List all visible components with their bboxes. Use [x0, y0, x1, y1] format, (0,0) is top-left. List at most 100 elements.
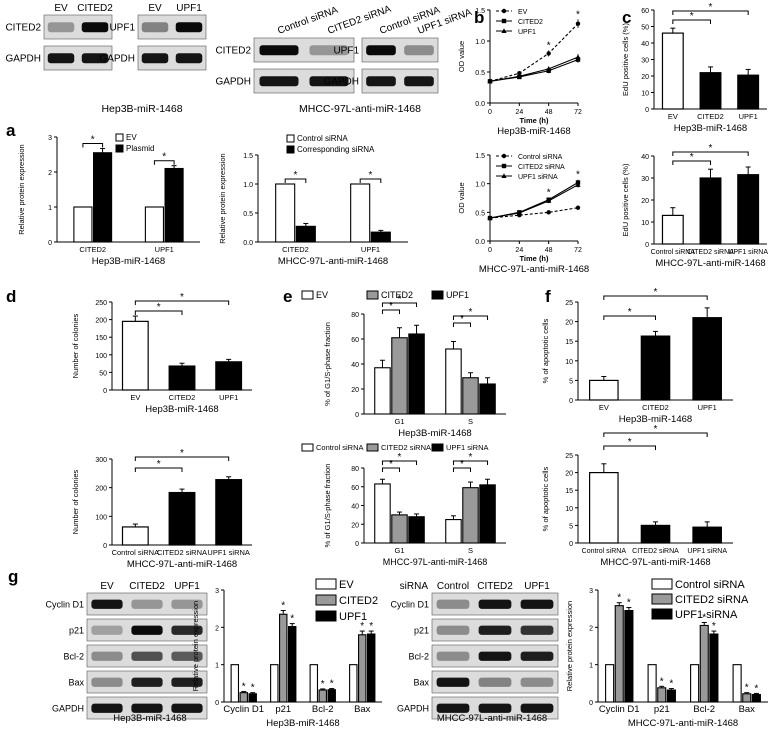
- c_bar1-x-tick-label: UPF1: [739, 112, 758, 121]
- panel-label-e: e: [283, 287, 292, 306]
- b_line1-legend-label: CITED2: [518, 19, 543, 26]
- d_bar1-bar: [121, 320, 149, 391]
- b_line2-y-tick-label: 1.5: [475, 153, 485, 160]
- f_bar1-y-axis-label: % of apoptotic cells: [541, 318, 550, 383]
- b_line1-point: [575, 21, 581, 26]
- e_bar2-bar: [462, 487, 479, 544]
- b_line2-series-line: [489, 207, 579, 219]
- blot-a1-band: [81, 22, 109, 33]
- blot-g1-row-label: Bcl-2: [63, 652, 84, 662]
- e_bar2-star: *: [469, 452, 473, 463]
- b_line2-point: [575, 182, 581, 187]
- blot-g2-band: [436, 625, 470, 635]
- f_bar2-y-tick-label: 0: [569, 541, 573, 548]
- a_bar1-y-tick-label: 3: [48, 135, 52, 142]
- g_bar1-legend-label: EV: [339, 579, 354, 591]
- blot-a4-band: [366, 45, 396, 56]
- e_bar2-legend-swatch: [301, 443, 314, 452]
- f_bar1-star: *: [654, 287, 658, 298]
- g_bar1-bar: [366, 633, 376, 703]
- blot-a3-row-label: CITED2: [215, 46, 251, 57]
- c_bar2-sig-bracket: [672, 160, 711, 165]
- blot-g1-band: [171, 677, 203, 687]
- g_bar1-x-axis-caption: Hep3B-miR-1468: [266, 718, 339, 729]
- f_bar1-sig-bracket: [603, 295, 708, 300]
- blot-g2-band: [478, 625, 512, 635]
- d_bar2-bar: [121, 526, 149, 546]
- a_bar1-legend-label: Plasmid: [126, 144, 154, 153]
- e_bar2-bar: [408, 516, 425, 544]
- f_bar2-y-tick-label: 5: [569, 523, 573, 530]
- blot-a4-band: [404, 76, 434, 87]
- e_bar2-y-tick-label: 0: [355, 541, 359, 548]
- a_bar1-x-axis-caption: Hep3B-miR-1468: [92, 256, 165, 267]
- panel-label-f: f: [545, 287, 551, 306]
- f_bar2-y-tick-label: 20: [565, 471, 573, 478]
- e_bar2-y-tick-label: 20: [351, 522, 359, 529]
- d_bar1-x-tick-label: EV: [130, 393, 140, 402]
- blot-a1-band: [47, 53, 75, 64]
- g_bar2-bar: [699, 624, 709, 703]
- e_bar2-bar: [391, 514, 408, 544]
- b_line2-point: [501, 153, 507, 159]
- a_bar2-y-tick-label: 1.0: [243, 182, 253, 189]
- blot-g2-lane-label: UPF1: [524, 581, 550, 592]
- e_bar1-y-tick-label: 0: [355, 412, 359, 419]
- d_bar2-star: *: [157, 459, 161, 470]
- g_bar1-x-tick-label: Bcl-2: [312, 704, 334, 715]
- blot-g1-row-label: Cyclin D1: [45, 600, 84, 610]
- blot-g1-lane-label: UPF1: [174, 581, 200, 592]
- e_bar1-sig-bracket: [381, 309, 400, 314]
- e_bar1-y-tick-label: 20: [351, 387, 359, 394]
- b_line1-y-tick-label: 0.0: [475, 101, 485, 108]
- a_bar2-bar: [275, 183, 296, 243]
- g_bar1-x-tick-label: Cyclin D1: [223, 704, 264, 715]
- d_bar1-y-tick-label: 0: [103, 388, 107, 395]
- blot-a1-lane-label: CITED2: [77, 3, 113, 14]
- f_bar2-x-tick-label: CITED2 siRNA: [632, 548, 679, 555]
- blot-g2-band: [436, 677, 470, 687]
- c_bar2-star: *: [690, 152, 694, 163]
- f_bar2-x-tick-label: UPF1 siRNA: [687, 548, 727, 555]
- b_line2-y-tick-label: 0.5: [475, 210, 485, 217]
- blot-g2-row-label: p21: [414, 626, 429, 636]
- b_line2-point: [487, 215, 493, 221]
- blot-a2-band: [175, 53, 203, 64]
- e_bar2-bar: [374, 483, 391, 544]
- e_bar2-legend-label: Control siRNA: [316, 443, 364, 452]
- blot-a2-lane-label: EV: [148, 3, 162, 14]
- e_bar1-bar: [374, 367, 391, 415]
- blot-g1-row-label: p21: [69, 626, 84, 636]
- a_bar1-x-tick-label: CITED2: [79, 245, 106, 254]
- e_bar2-legend-label: CITED2 siRNA: [381, 443, 431, 452]
- a_bar1-bar: [73, 206, 93, 243]
- a_bar2-sig-bracket: [359, 178, 382, 183]
- blot-g2-band: [478, 677, 512, 687]
- c_bar2-sig-bracket: [672, 151, 749, 156]
- blot-a3-row-label: GAPDH: [215, 77, 251, 88]
- g_bar1-legend-swatch: [315, 610, 337, 622]
- g_bar1-bar: [248, 693, 257, 703]
- g_bar1-star: *: [321, 679, 325, 690]
- b_line1-point: [546, 66, 552, 71]
- d_bar1-y-tick-label: 200: [95, 318, 107, 325]
- blot-g1-band: [171, 703, 203, 713]
- g_bar2-legend-label: CITED2 siRNA: [675, 594, 749, 606]
- g_bar1-bar: [287, 626, 297, 703]
- e_bar2-star: *: [460, 459, 464, 470]
- g_bar1-legend-label: CITED2: [339, 595, 378, 607]
- panel-label-d: d: [6, 287, 16, 306]
- a_bar1-y-tick-label: 1: [48, 205, 52, 212]
- f_bar2-bar: [589, 472, 619, 544]
- f_bar2-bar: [692, 526, 722, 544]
- a_bar2-x-tick-label: CITED2: [282, 245, 309, 254]
- blot-g1-caption: Hep3B-miR-1468: [113, 713, 186, 724]
- d_bar2-y-tick-label: 0: [103, 543, 107, 550]
- c_bar1-star: *: [690, 11, 694, 22]
- b_line2-caption: MHCC-97L-anti-miR-1468: [479, 264, 589, 275]
- e_bar1-star: *: [389, 301, 393, 312]
- b_line1-series-line: [489, 56, 579, 82]
- d_bar2-bar: [168, 491, 196, 546]
- g_bar2-bar: [614, 605, 624, 703]
- d_bar1-y-tick-label: 50: [99, 370, 107, 377]
